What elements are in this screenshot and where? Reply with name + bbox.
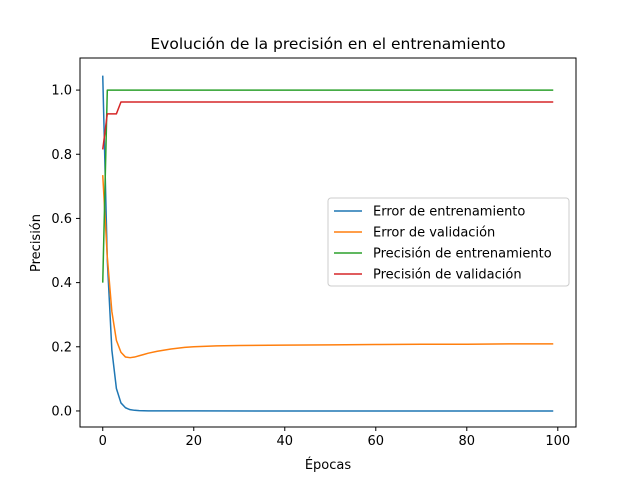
y-tick-label: 1.0	[51, 84, 72, 99]
x-tick-label: 100	[545, 434, 570, 449]
series-line-1	[102, 75, 554, 412]
legend-box	[327, 197, 570, 287]
plot-frame	[79, 57, 577, 428]
x-axis-label: Épocas	[305, 457, 352, 473]
x-tick-label: 0	[99, 434, 107, 449]
series-line-2	[102, 175, 554, 359]
legend-entry-4: Precisión de validación	[373, 268, 522, 283]
x-tick-label: 40	[276, 434, 293, 449]
y-tick-label: 0.4	[51, 276, 72, 291]
legend-entry-3: Precisión de entrenamiento	[373, 247, 552, 262]
y-tick-label: 0.8	[51, 148, 72, 163]
ticks: 0 20 40 60 80 100 0.0 0.2 0.4 0.6 0.8 1.0	[51, 84, 570, 449]
y-axis-label: Precisión	[29, 214, 44, 272]
legend-entry-1: Error de entrenamiento	[373, 205, 525, 220]
y-tick-label: 0.0	[51, 404, 72, 419]
y-tick-label: 0.2	[51, 340, 72, 355]
plot-lines	[102, 75, 554, 412]
legend-entry-2: Error de validación	[373, 226, 495, 241]
chart-title: Evolución de la precisión en el entrenam…	[150, 35, 505, 53]
x-tick-label: 20	[185, 434, 202, 449]
legend: Error de entrenamiento Error de validació…	[327, 197, 570, 287]
series-line-3	[102, 89, 554, 283]
x-tick-label: 80	[459, 434, 476, 449]
y-tick-label: 0.6	[51, 212, 72, 227]
x-tick-label: 60	[368, 434, 385, 449]
series-line-4	[102, 101, 554, 150]
